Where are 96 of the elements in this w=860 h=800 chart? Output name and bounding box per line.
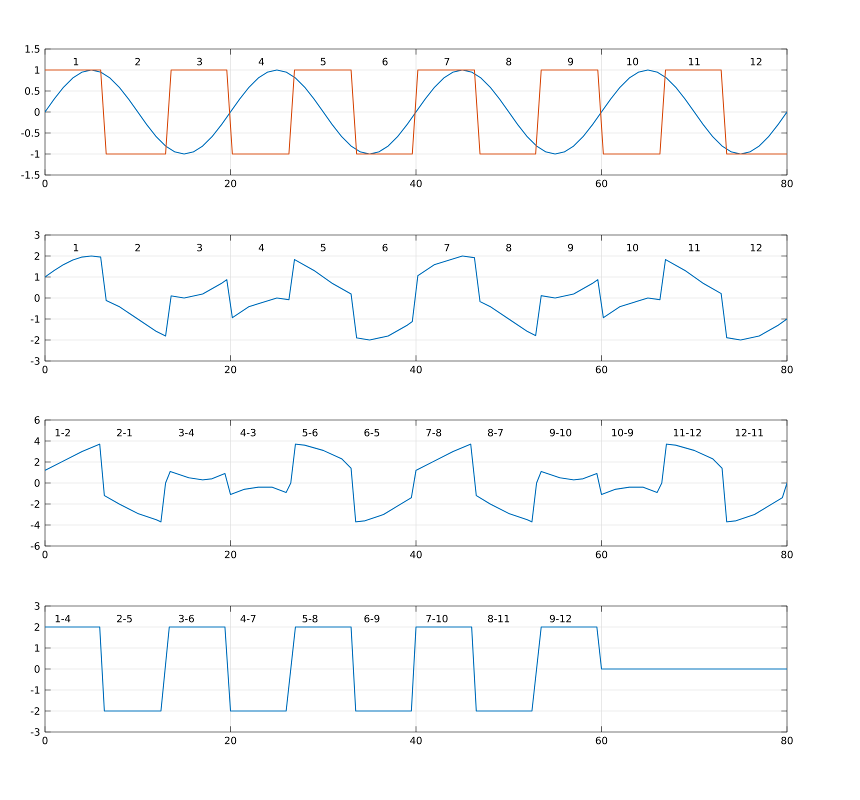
annotation: 12-11 — [736, 428, 763, 436]
annotation: 6-9 — [364, 614, 380, 622]
x-tick-label: 40 — [410, 550, 422, 558]
annotation: 3-6 — [178, 614, 194, 622]
annotation: 5 — [320, 244, 326, 252]
annotation: 7-8 — [426, 428, 442, 436]
x-tick-label: 60 — [596, 180, 608, 188]
line-series — [45, 69, 787, 155]
annotation: 6-5 — [364, 428, 380, 436]
annotation: 1 — [74, 58, 78, 66]
annotation: 1-2 — [56, 428, 70, 436]
x-tick-label: 80 — [781, 550, 793, 558]
annotation: 3 — [197, 244, 202, 252]
y-tick-label: -4 — [30, 521, 40, 529]
y-tick-label: -2 — [30, 336, 40, 344]
x-tick-label: 60 — [596, 366, 608, 374]
y-tick-label: -3 — [30, 357, 40, 365]
x-tick-label: 40 — [410, 736, 422, 744]
x-tick-label: 0 — [42, 180, 48, 188]
y-tick-label: 1 — [35, 644, 40, 652]
annotation: 3 — [197, 58, 202, 66]
y-tick-label: 3 — [34, 602, 40, 610]
annotation: 4 — [258, 244, 264, 252]
x-tick-label: 80 — [781, 366, 793, 374]
y-tick-label: 0 — [34, 479, 40, 487]
y-tick-label: 1 — [35, 66, 40, 74]
x-tick-label: 20 — [224, 550, 236, 558]
y-tick-label: 0 — [34, 665, 40, 673]
annotation: 5 — [320, 58, 326, 66]
line-series — [45, 255, 787, 341]
y-tick-label: 0 — [34, 294, 40, 302]
y-tick-label: -1.5 — [21, 171, 40, 179]
annotation: 7 — [444, 58, 450, 66]
annotation: 2-5 — [117, 614, 132, 622]
y-tick-label: 2 — [34, 252, 40, 260]
annotation: 5-6 — [302, 428, 318, 436]
annotation: 5-8 — [302, 614, 318, 622]
annotation: 7-10 — [426, 614, 448, 622]
annotation: 11 — [688, 244, 700, 252]
x-tick-label: 0 — [42, 366, 48, 374]
annotation: 9-12 — [550, 614, 571, 622]
annotation: 10-9 — [612, 428, 634, 436]
annotation: 9 — [568, 58, 574, 66]
y-tick-label: 3 — [34, 231, 40, 239]
annotation: 1-4 — [56, 614, 70, 622]
x-tick-label: 80 — [781, 180, 793, 188]
y-tick-label: 6 — [34, 416, 40, 424]
annotation: 9 — [568, 244, 574, 252]
x-tick-label: 80 — [781, 736, 793, 744]
annotation: 4-7 — [240, 614, 256, 622]
y-tick-label: -2 — [30, 707, 40, 715]
x-tick-label: 20 — [224, 180, 236, 188]
y-tick-label: -2 — [30, 500, 40, 508]
annotation: 1 — [74, 244, 78, 252]
y-tick-label: 2 — [34, 458, 40, 466]
annotation: 10 — [627, 244, 638, 252]
y-tick-label: -3 — [30, 728, 40, 736]
y-tick-label: 4 — [34, 437, 40, 445]
y-tick-label: 0.5 — [25, 87, 40, 95]
annotation: 4-3 — [240, 428, 256, 436]
y-tick-label: 0 — [34, 108, 40, 116]
annotation: 2 — [135, 58, 140, 66]
annotation: 8-11 — [488, 614, 510, 622]
line-series — [45, 444, 787, 522]
annotation: 12 — [750, 58, 762, 66]
y-tick-label: 1.5 — [25, 45, 40, 53]
x-tick-label: 0 — [42, 550, 48, 558]
x-tick-label: 40 — [410, 366, 422, 374]
y-tick-label: 2 — [34, 623, 40, 631]
annotation: 9-10 — [550, 428, 572, 436]
annotation: 8-7 — [488, 428, 503, 436]
annotation: 12 — [750, 244, 762, 252]
x-tick-label: 60 — [596, 550, 608, 558]
annotation: 11 — [688, 58, 700, 66]
y-tick-label: -1 — [30, 686, 40, 694]
y-tick-label: -6 — [30, 542, 40, 550]
annotation: 8 — [506, 244, 512, 252]
annotation: 11-12 — [674, 428, 701, 436]
annotation: 6 — [382, 244, 388, 252]
x-tick-label: 20 — [224, 366, 236, 374]
y-tick-label: 1 — [35, 273, 40, 281]
y-tick-label: -1 — [30, 150, 40, 158]
annotation: 3-4 — [178, 428, 194, 436]
annotation: 7 — [444, 244, 450, 252]
annotation: 2-1 — [117, 428, 132, 436]
annotation: 2 — [135, 244, 140, 252]
x-tick-label: 0 — [42, 736, 48, 744]
annotation: 10 — [627, 58, 638, 66]
x-tick-label: 20 — [224, 736, 236, 744]
x-tick-label: 60 — [596, 736, 608, 744]
y-tick-label: -0.5 — [21, 129, 40, 137]
y-tick-label: -1 — [30, 315, 40, 323]
annotation: 4 — [258, 58, 264, 66]
annotation: 6 — [382, 58, 388, 66]
annotation: 8 — [506, 58, 512, 66]
x-tick-label: 40 — [410, 180, 422, 188]
